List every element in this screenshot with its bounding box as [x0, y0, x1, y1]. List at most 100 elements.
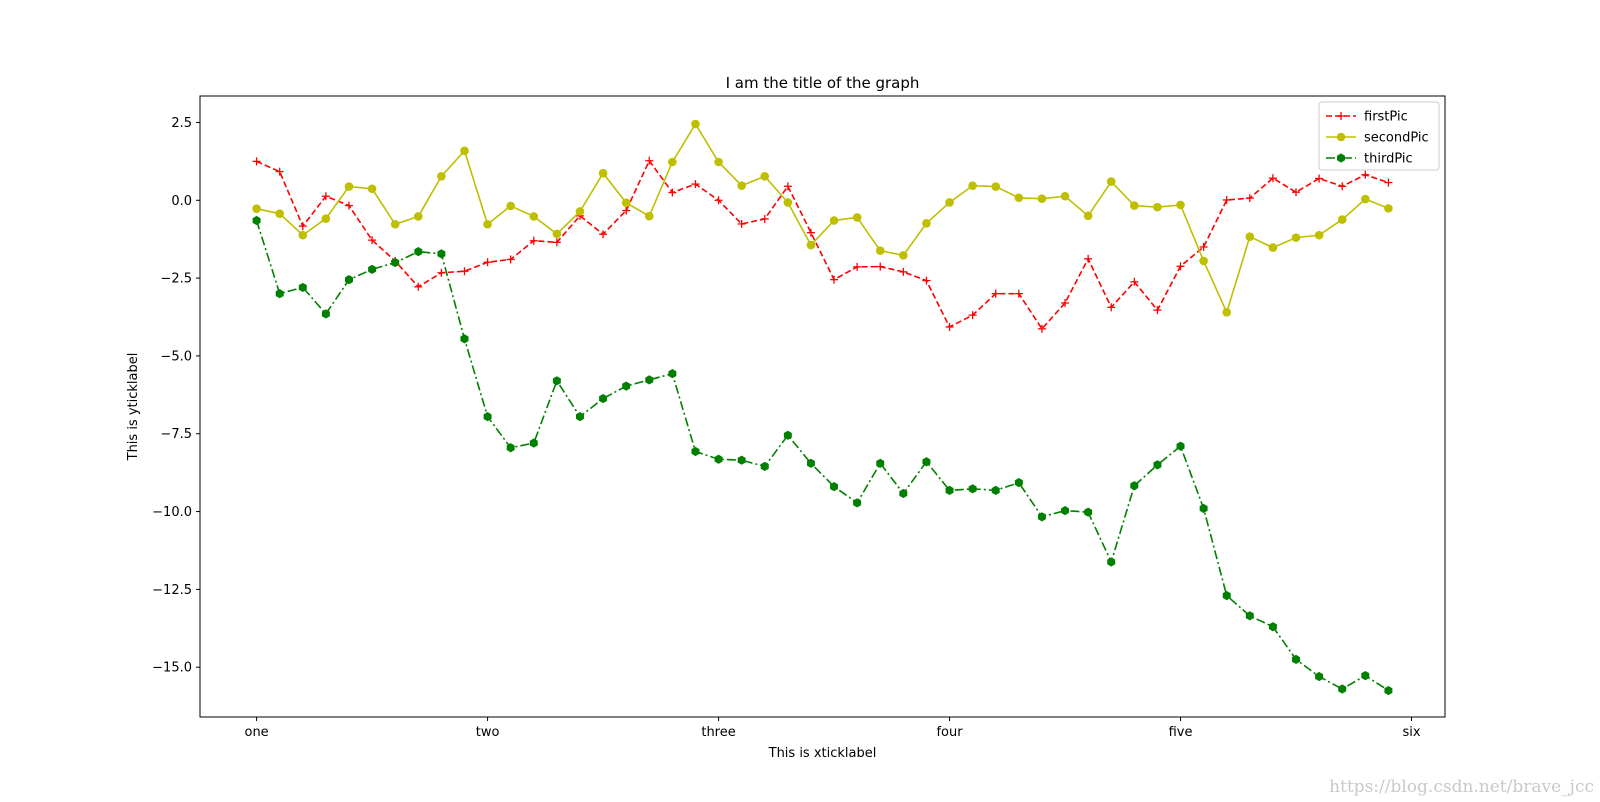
data-point-firstPic	[645, 156, 654, 165]
data-point-firstPic	[344, 201, 353, 210]
data-point-secondPic	[852, 213, 862, 222]
watermark-text: https://blog.csdn.net/brave_jcc	[1329, 777, 1594, 797]
data-point-thirdPic	[1384, 685, 1393, 696]
data-point-thirdPic	[1130, 481, 1139, 491]
legend-item-secondPic: secondPic	[1326, 131, 1429, 146]
data-point-thirdPic	[391, 257, 400, 268]
data-point-secondPic	[991, 182, 1001, 191]
data-point-thirdPic	[876, 458, 885, 468]
data-point-secondPic	[506, 201, 515, 211]
data-point-thirdPic	[783, 430, 792, 440]
data-point-thirdPic	[460, 334, 469, 344]
data-point-firstPic	[922, 276, 931, 285]
legend-item-thirdPic: thirdPic	[1326, 152, 1413, 167]
data-point-firstPic	[529, 236, 538, 245]
data-point-firstPic	[1107, 303, 1116, 312]
data-point-thirdPic	[1153, 460, 1162, 470]
series-layer	[252, 119, 1393, 696]
data-point-firstPic	[876, 262, 885, 271]
data-point-thirdPic	[737, 455, 746, 465]
data-point-firstPic	[368, 236, 377, 245]
data-point-firstPic	[737, 219, 746, 228]
data-point-secondPic	[390, 219, 400, 229]
data-point-firstPic	[321, 192, 330, 201]
data-point-thirdPic	[760, 461, 769, 472]
data-point-firstPic	[760, 214, 769, 223]
data-point-thirdPic	[899, 488, 908, 499]
data-point-thirdPic	[622, 381, 631, 391]
data-point-firstPic	[899, 267, 908, 276]
data-point-secondPic	[1222, 308, 1232, 317]
data-point-secondPic	[1130, 201, 1139, 210]
data-point-secondPic	[621, 198, 631, 208]
data-point-firstPic	[483, 258, 492, 267]
legend: firstPic secondPic thirdPic	[1318, 101, 1440, 171]
data-point-thirdPic	[252, 215, 261, 226]
data-point-thirdPic	[1199, 503, 1208, 514]
data-point-thirdPic	[714, 454, 723, 464]
x-tick-label: one	[244, 725, 268, 740]
x-tick-label: five	[1169, 725, 1193, 740]
data-point-secondPic	[529, 212, 539, 221]
data-point-firstPic	[437, 268, 446, 277]
legend-marker	[1336, 132, 1346, 142]
data-point-thirdPic	[1361, 671, 1370, 681]
data-point-thirdPic	[853, 498, 862, 508]
data-point-secondPic	[275, 209, 284, 218]
data-point-firstPic	[1384, 178, 1393, 187]
data-point-secondPic	[806, 240, 816, 250]
data-point-secondPic	[1199, 256, 1208, 266]
data-point-firstPic	[691, 180, 700, 189]
data-point-firstPic	[1061, 299, 1070, 307]
series-line-thirdPic	[255, 220, 1389, 692]
data-point-thirdPic	[368, 264, 377, 274]
data-point-thirdPic	[1014, 478, 1023, 488]
data-point-secondPic	[668, 157, 677, 167]
legend-box	[1318, 101, 1440, 171]
legend-label: firstPic	[1364, 110, 1408, 125]
data-point-secondPic	[575, 207, 585, 216]
data-point-secondPic	[760, 172, 770, 181]
y-axis: 2.5 0.0 −2.5 −5.0 −7.5 −10.0 −12.5 −15.0	[152, 116, 200, 676]
legend-marker	[1337, 112, 1345, 120]
data-point-thirdPic	[922, 457, 931, 467]
data-point-secondPic	[1153, 202, 1162, 212]
x-axis: one two three four five six	[244, 717, 1421, 740]
data-point-thirdPic	[1222, 591, 1231, 601]
data-point-firstPic	[830, 275, 839, 284]
data-point-firstPic	[1130, 277, 1139, 286]
data-point-secondPic	[1268, 243, 1278, 252]
data-point-secondPic	[1245, 232, 1255, 241]
legend-label: thirdPic	[1364, 152, 1413, 167]
y-tick-label: 0.0	[171, 194, 192, 209]
data-point-secondPic	[1083, 211, 1093, 221]
data-point-thirdPic	[552, 376, 561, 386]
data-point-secondPic	[783, 198, 793, 207]
data-point-firstPic	[1315, 174, 1324, 183]
data-point-thirdPic	[668, 369, 677, 379]
data-point-thirdPic	[275, 289, 284, 299]
data-point-secondPic	[1291, 233, 1301, 242]
data-point-secondPic	[1060, 191, 1070, 201]
data-point-firstPic	[968, 311, 977, 320]
data-point-firstPic	[806, 228, 815, 237]
data-point-firstPic	[1245, 194, 1254, 203]
data-point-firstPic	[252, 157, 261, 166]
data-point-thirdPic	[599, 393, 608, 404]
data-point-firstPic	[622, 206, 631, 215]
y-tick-label: −5.0	[160, 349, 192, 364]
data-point-firstPic	[668, 188, 677, 197]
data-point-secondPic	[552, 229, 562, 239]
y-tick-label: −7.5	[160, 427, 192, 442]
data-point-firstPic	[783, 182, 792, 191]
data-point-secondPic	[922, 219, 931, 228]
data-point-thirdPic	[945, 485, 954, 495]
legend-marker	[1337, 153, 1345, 163]
data-point-thirdPic	[645, 375, 654, 385]
data-point-secondPic	[829, 216, 839, 225]
data-point-secondPic	[298, 230, 308, 240]
data-point-secondPic	[875, 246, 885, 256]
data-point-firstPic	[945, 322, 954, 331]
data-point-thirdPic	[1292, 654, 1300, 665]
